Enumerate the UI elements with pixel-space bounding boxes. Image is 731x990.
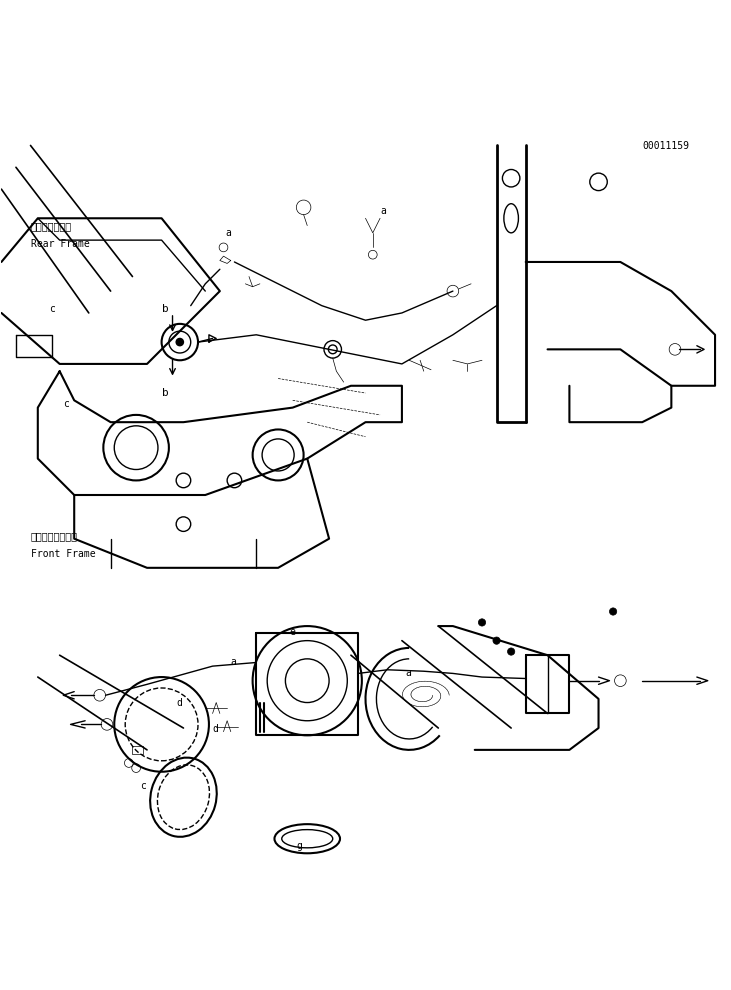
Circle shape	[493, 637, 500, 644]
Text: b: b	[162, 304, 168, 314]
Text: c: c	[140, 781, 145, 791]
Text: リヤーフレーム: リヤーフレーム	[31, 221, 72, 232]
Text: 00011159: 00011159	[643, 142, 689, 151]
Circle shape	[610, 608, 617, 615]
Text: フロントフレーム: フロントフレーム	[31, 531, 77, 541]
Circle shape	[176, 339, 183, 346]
Circle shape	[507, 647, 515, 655]
Text: Front Frame: Front Frame	[31, 548, 95, 559]
Text: a: a	[231, 657, 237, 667]
Text: a: a	[226, 228, 232, 238]
Text: d: d	[176, 698, 182, 708]
Text: a: a	[380, 206, 386, 216]
Text: d: d	[213, 725, 219, 735]
Text: c: c	[49, 304, 55, 314]
Text: Rear Frame: Rear Frame	[31, 240, 89, 249]
Text: a: a	[406, 668, 412, 678]
Text: g: g	[296, 841, 302, 851]
Circle shape	[478, 619, 485, 626]
Text: b: b	[162, 388, 168, 398]
Text: e: e	[289, 627, 295, 637]
Text: c: c	[64, 399, 69, 409]
